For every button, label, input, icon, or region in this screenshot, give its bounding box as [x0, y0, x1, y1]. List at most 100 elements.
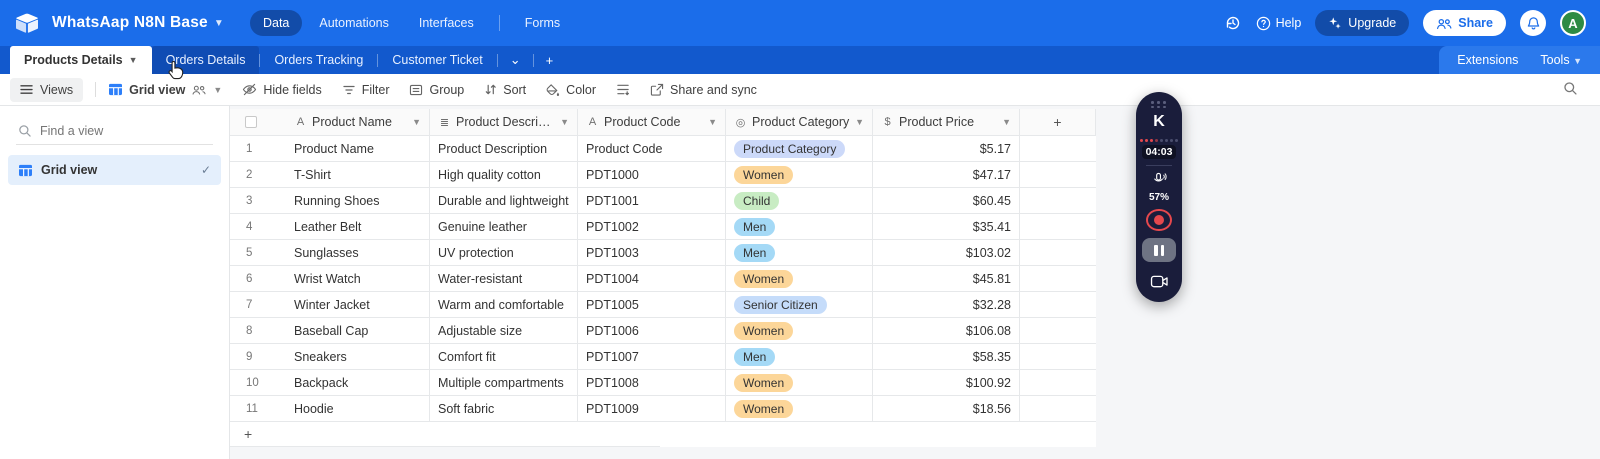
cell-product-description[interactable]: UV protection — [430, 240, 578, 265]
camera-toggle-icon[interactable] — [1150, 274, 1169, 292]
cell-product-name[interactable]: Hoodie — [286, 396, 430, 421]
cell-product-description[interactable]: Genuine leather — [430, 214, 578, 239]
table-row[interactable]: 6 Wrist Watch Water-resistant PDT1004 Women $… — [230, 266, 1096, 292]
cell-product-code[interactable]: Product Code — [578, 136, 726, 161]
cell-product-category[interactable]: Men — [726, 214, 873, 239]
table-row[interactable]: 4 Leather Belt Genuine leather PDT1002 Men $3… — [230, 214, 1096, 240]
table-row[interactable]: 8 Baseball Cap Adjustable size PDT1006 Women… — [230, 318, 1096, 344]
sort-button[interactable]: Sort — [484, 83, 526, 97]
cell-product-category[interactable]: Child — [726, 188, 873, 213]
cell-product-price[interactable]: $32.28 — [873, 292, 1020, 317]
cell-product-code[interactable]: PDT1002 — [578, 214, 726, 239]
cell-product-code[interactable]: PDT1009 — [578, 396, 726, 421]
cell-product-category[interactable]: Women — [726, 162, 873, 187]
drag-handle[interactable] — [1151, 101, 1167, 108]
tab-products-details[interactable]: Products Details ▼ — [10, 46, 152, 74]
table-row[interactable]: 3 Running Shoes Durable and lightweight PDT… — [230, 188, 1096, 214]
table-row[interactable]: 5 Sunglasses UV protection PDT1003 Men $103.0… — [230, 240, 1096, 266]
cell-product-code[interactable]: PDT1005 — [578, 292, 726, 317]
base-title[interactable]: WhatsAap N8N Base ▼ — [52, 14, 224, 32]
tab-expand-chevron[interactable]: ⌄ — [509, 52, 521, 67]
column-header-product-code[interactable]: A Product Code ▼ — [578, 109, 726, 135]
top-nav-automations[interactable]: Automations — [319, 16, 389, 30]
column-header-product-description[interactable]: ≣ Product Description ▼ — [430, 109, 578, 135]
cell-product-category[interactable]: Women — [726, 266, 873, 291]
cell-product-price[interactable]: $60.45 — [873, 188, 1020, 213]
cell-product-code[interactable]: PDT1008 — [578, 370, 726, 395]
history-icon[interactable] — [1224, 14, 1242, 32]
table-row[interactable]: 2 T-Shirt High quality cotton PDT1000 Women $… — [230, 162, 1096, 188]
cell-product-description[interactable]: Multiple compartments — [430, 370, 578, 395]
cell-product-description[interactable]: Warm and comfortable — [430, 292, 578, 317]
cell-product-price[interactable]: $58.35 — [873, 344, 1020, 369]
cell-product-price[interactable]: $18.56 — [873, 396, 1020, 421]
cell-product-price[interactable]: $100.92 — [873, 370, 1020, 395]
grid-view-button[interactable]: Grid view ▼ — [108, 83, 222, 97]
tab-orders-details[interactable]: Orders Details — [151, 46, 260, 74]
cell-product-category[interactable]: Men — [726, 240, 873, 265]
column-header-product-price[interactable]: $ Product Price ▼ — [873, 109, 1020, 135]
pause-button[interactable] — [1142, 238, 1176, 262]
cell-product-name[interactable]: Leather Belt — [286, 214, 430, 239]
add-column-button[interactable]: + — [1020, 109, 1096, 135]
cell-product-price[interactable]: $47.17 — [873, 162, 1020, 187]
cell-product-description[interactable]: Adjustable size — [430, 318, 578, 343]
top-nav-forms[interactable]: Forms — [524, 16, 561, 30]
cell-product-description[interactable]: Durable and lightweight — [430, 188, 578, 213]
notifications-bell-icon[interactable] — [1520, 10, 1546, 36]
cell-product-name[interactable]: Wrist Watch — [286, 266, 430, 291]
cell-product-price[interactable]: $45.81 — [873, 266, 1020, 291]
cell-product-price[interactable]: $106.08 — [873, 318, 1020, 343]
cell-product-code[interactable]: PDT1003 — [578, 240, 726, 265]
column-header-product-name[interactable]: A Product Name ▼ — [286, 109, 430, 135]
cell-product-price[interactable]: $103.02 — [873, 240, 1020, 265]
add-row-button[interactable]: + — [230, 422, 660, 447]
hide-fields-button[interactable]: Hide fields — [242, 83, 322, 97]
table-row[interactable]: 9 Sneakers Comfort fit PDT1007 Men $58.35 — [230, 344, 1096, 370]
table-row[interactable]: 1 Product Name Product Description Product … — [230, 136, 1096, 162]
cell-product-description[interactable]: Soft fabric — [430, 396, 578, 421]
help-button[interactable]: Help — [1256, 16, 1301, 31]
cell-product-description[interactable]: Product Description — [430, 136, 578, 161]
cell-product-category[interactable]: Product Category — [726, 136, 873, 161]
tab-customer-ticket[interactable]: Customer Ticket — [378, 46, 496, 74]
cell-product-code[interactable]: PDT1000 — [578, 162, 726, 187]
upgrade-button[interactable]: Upgrade — [1315, 10, 1410, 36]
cell-product-description[interactable]: Comfort fit — [430, 344, 578, 369]
top-nav-interfaces[interactable]: Interfaces — [418, 16, 474, 30]
table-row[interactable]: 10 Backpack Multiple compartments PDT1008 Wo… — [230, 370, 1096, 396]
group-button[interactable]: Group — [409, 83, 464, 97]
cell-product-name[interactable]: T-Shirt — [286, 162, 430, 187]
share-button[interactable]: Share — [1423, 10, 1506, 36]
search-icon[interactable] — [1563, 81, 1578, 99]
cell-product-code[interactable]: PDT1006 — [578, 318, 726, 343]
cell-product-name[interactable]: Backpack — [286, 370, 430, 395]
cell-product-description[interactable]: Water-resistant — [430, 266, 578, 291]
cell-product-name[interactable]: Winter Jacket — [286, 292, 430, 317]
cell-product-name[interactable]: Sunglasses — [286, 240, 430, 265]
select-all-checkbox[interactable] — [245, 116, 257, 128]
recorder-logo[interactable]: K — [1153, 113, 1165, 130]
extensions-button[interactable]: Extensions — [1457, 53, 1519, 67]
mic-icon[interactable] — [1152, 172, 1167, 190]
top-nav-data[interactable]: Data — [249, 10, 303, 36]
share-and-sync-button[interactable]: Share and sync — [650, 83, 757, 97]
cell-product-code[interactable]: PDT1001 — [578, 188, 726, 213]
views-button[interactable]: Views — [10, 77, 84, 102]
find-view-search[interactable] — [16, 118, 213, 145]
tab-orders-tracking[interactable]: Orders Tracking — [260, 46, 377, 74]
tools-button[interactable]: Tools ▼ — [1540, 53, 1582, 67]
cell-product-name[interactable]: Product Name — [286, 136, 430, 161]
cell-product-name[interactable]: Sneakers — [286, 344, 430, 369]
cell-product-code[interactable]: PDT1007 — [578, 344, 726, 369]
add-table-button[interactable]: + — [545, 52, 554, 68]
sidebar-view-grid-view[interactable]: Grid view ✓ — [8, 155, 221, 185]
cell-product-description[interactable]: High quality cotton — [430, 162, 578, 187]
record-button[interactable] — [1146, 208, 1172, 232]
avatar[interactable]: A — [1560, 10, 1586, 36]
cell-product-name[interactable]: Baseball Cap — [286, 318, 430, 343]
filter-button[interactable]: Filter — [342, 83, 389, 97]
app-logo-icon[interactable] — [14, 10, 40, 36]
column-header-product-category[interactable]: ◎ Product Category ▼ — [726, 109, 873, 135]
cell-product-category[interactable]: Senior Citizen — [726, 292, 873, 317]
